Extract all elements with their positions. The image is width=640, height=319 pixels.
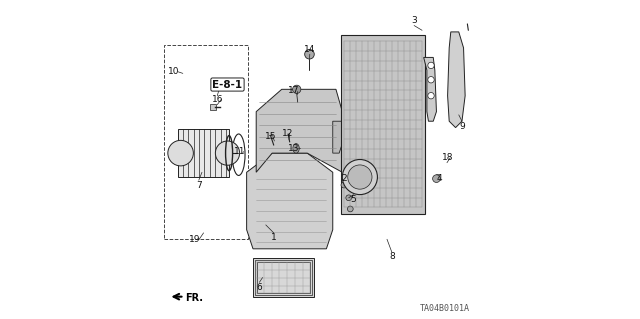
Polygon shape xyxy=(210,104,216,110)
Text: 8: 8 xyxy=(389,252,395,261)
Text: 11: 11 xyxy=(234,147,245,156)
Circle shape xyxy=(346,195,351,201)
Circle shape xyxy=(168,140,193,166)
Circle shape xyxy=(341,182,347,188)
Circle shape xyxy=(348,206,353,212)
Polygon shape xyxy=(256,89,342,172)
Circle shape xyxy=(342,160,378,195)
Text: 2: 2 xyxy=(341,174,347,183)
Text: 3: 3 xyxy=(412,16,417,25)
Text: 14: 14 xyxy=(304,45,316,54)
Circle shape xyxy=(216,141,239,165)
Text: 7: 7 xyxy=(196,181,202,189)
Text: 9: 9 xyxy=(459,122,465,130)
Bar xyxy=(253,258,314,297)
Circle shape xyxy=(305,49,314,59)
Text: 18: 18 xyxy=(442,153,453,162)
Text: 12: 12 xyxy=(282,129,294,138)
Polygon shape xyxy=(178,129,229,177)
Text: 10: 10 xyxy=(168,67,179,76)
Bar xyxy=(164,45,248,239)
Bar xyxy=(340,35,425,214)
Circle shape xyxy=(428,62,434,69)
Polygon shape xyxy=(447,32,465,128)
Text: 16: 16 xyxy=(212,95,223,104)
Text: 17: 17 xyxy=(288,86,300,95)
Text: 13: 13 xyxy=(288,144,300,153)
Circle shape xyxy=(428,77,434,83)
Polygon shape xyxy=(424,57,436,121)
Text: E-8-1: E-8-1 xyxy=(212,79,243,90)
Text: 5: 5 xyxy=(351,195,356,204)
Ellipse shape xyxy=(293,144,300,153)
Text: FR.: FR. xyxy=(186,293,204,303)
Text: 1: 1 xyxy=(271,233,276,242)
Circle shape xyxy=(428,93,434,99)
Bar xyxy=(257,262,310,293)
Circle shape xyxy=(292,85,301,93)
Polygon shape xyxy=(246,153,333,249)
Polygon shape xyxy=(333,121,342,153)
Text: 6: 6 xyxy=(257,283,262,292)
Circle shape xyxy=(348,165,372,189)
Circle shape xyxy=(433,175,440,182)
Text: 15: 15 xyxy=(266,132,277,141)
Bar xyxy=(255,260,312,295)
Text: 19: 19 xyxy=(189,235,201,244)
Text: 4: 4 xyxy=(437,174,442,183)
Text: TA04B0101A: TA04B0101A xyxy=(420,304,470,313)
